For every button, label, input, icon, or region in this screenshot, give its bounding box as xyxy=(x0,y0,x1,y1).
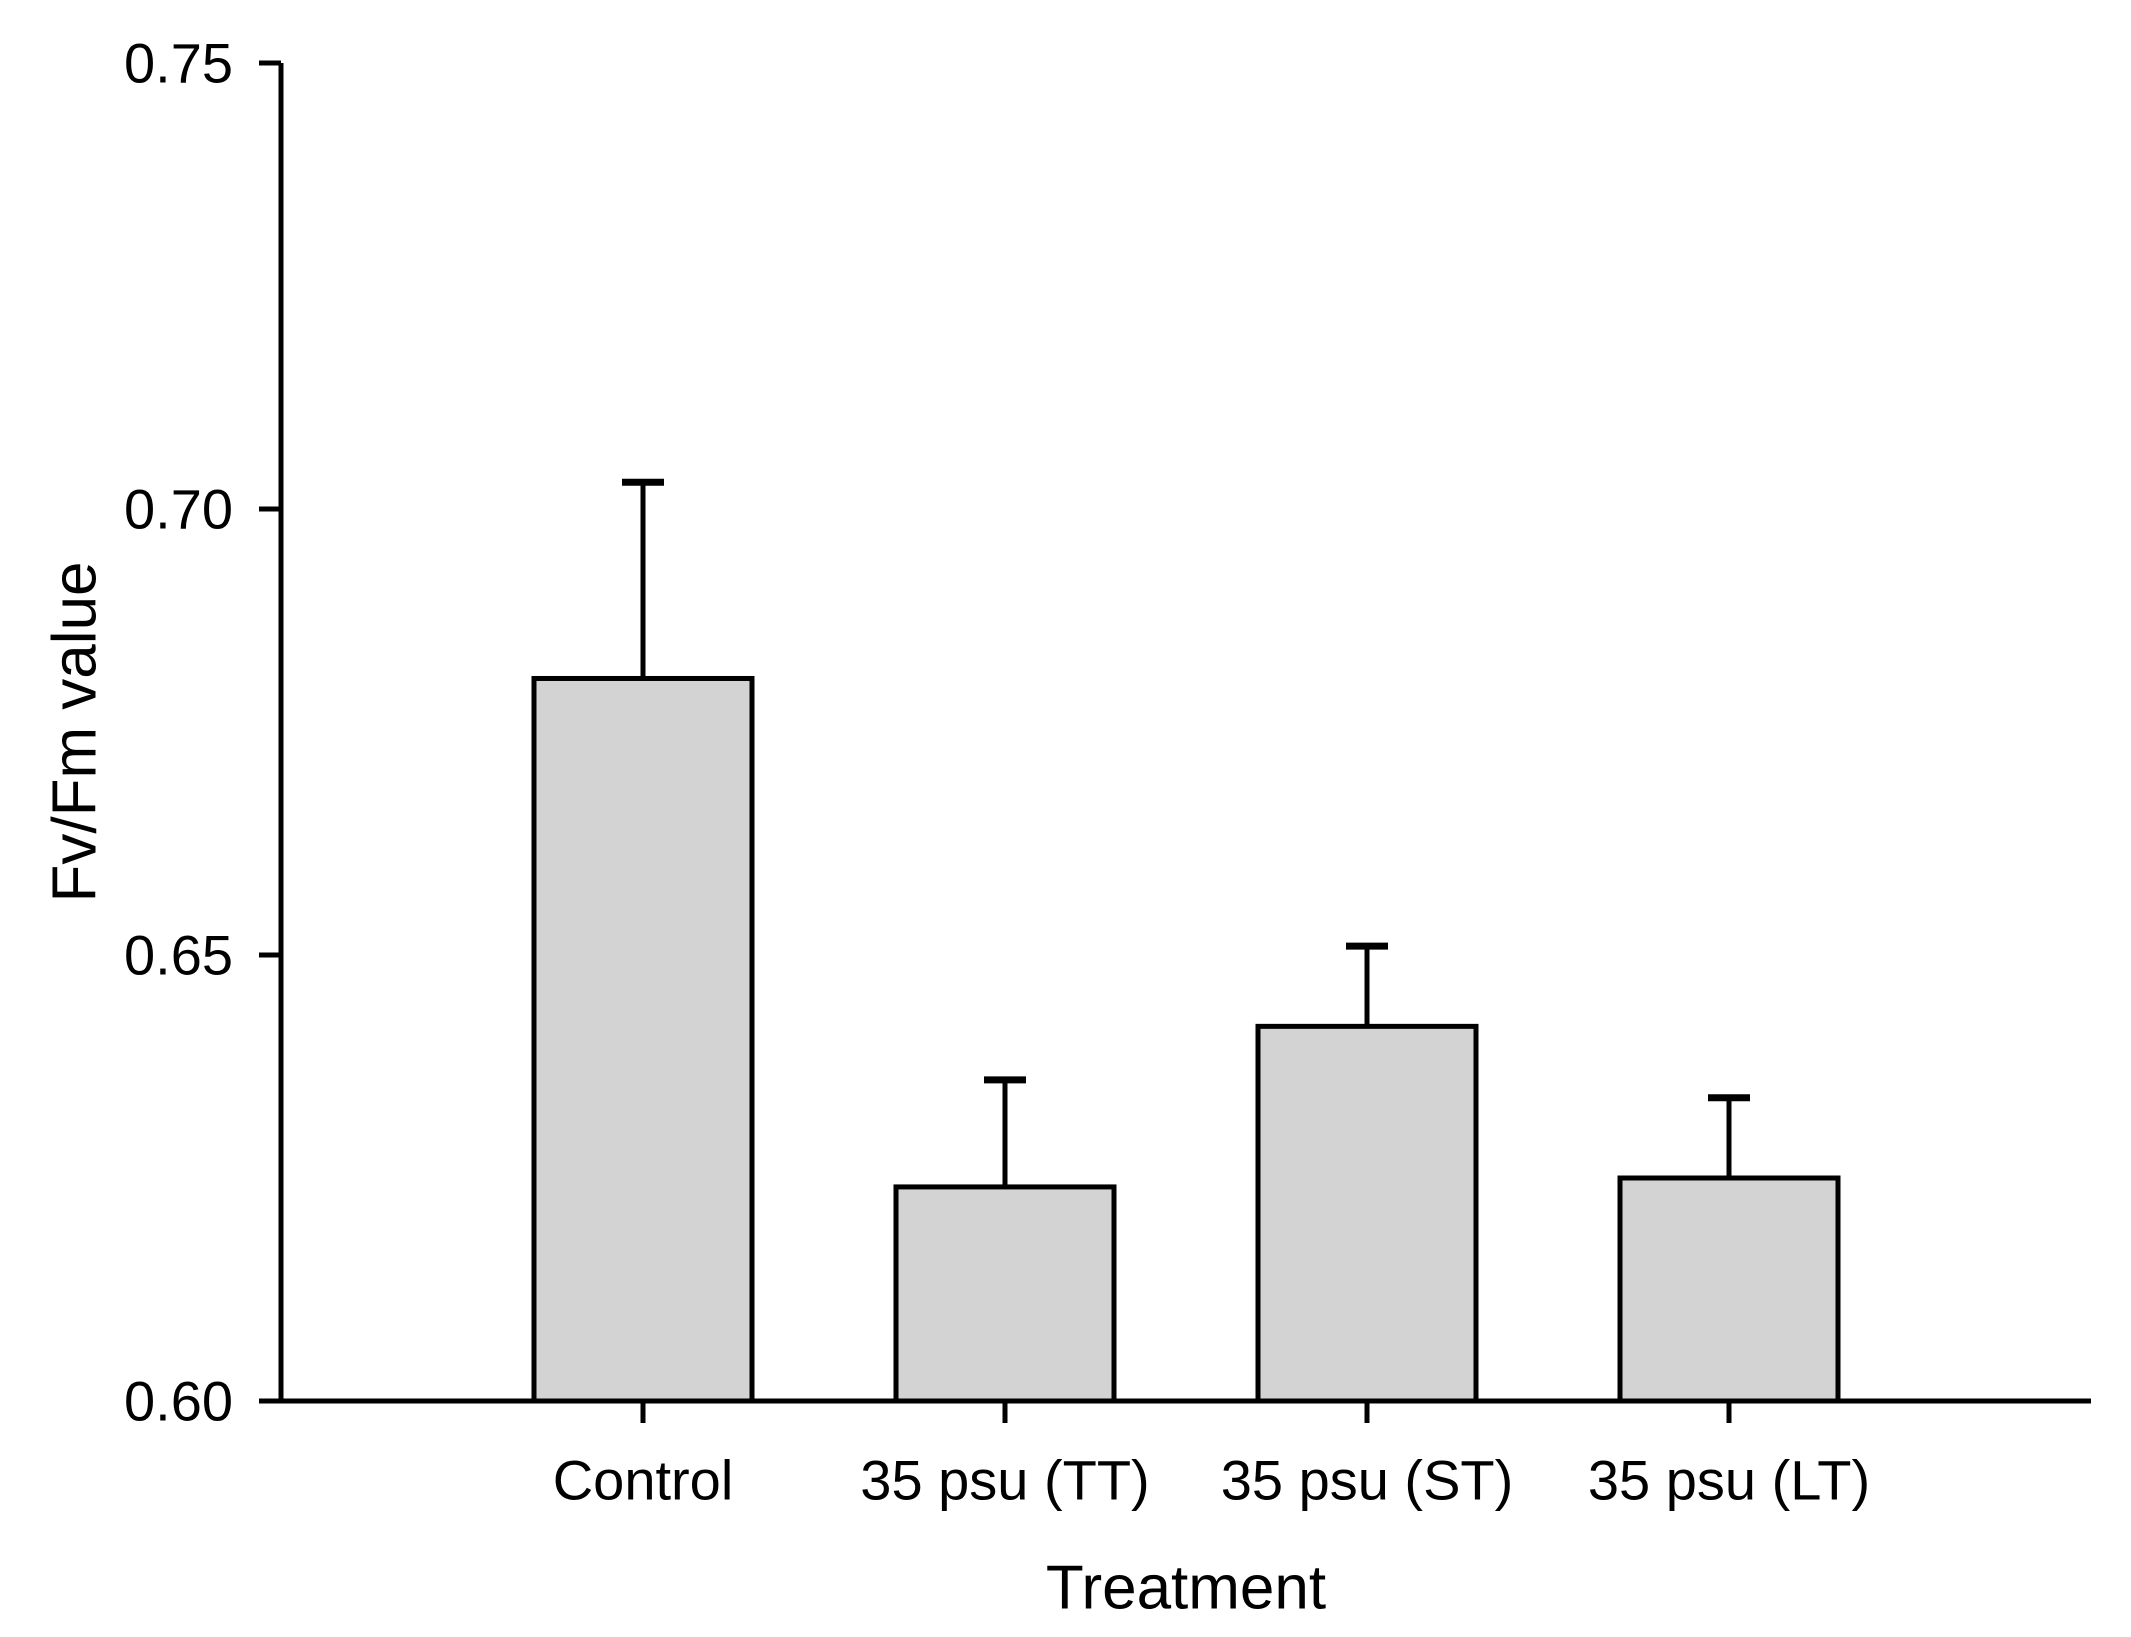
bar-control xyxy=(531,675,755,1404)
y-tick-label: 0.60 xyxy=(124,1370,233,1433)
y-axis-title: Fv/Fm value xyxy=(41,561,110,902)
x-tick-label: Control xyxy=(553,1449,734,1512)
x-tick-label: 35 psu (TT) xyxy=(860,1449,1149,1512)
bar-35-psu-tt xyxy=(893,1184,1117,1404)
x-tick-label: 35 psu (ST) xyxy=(1221,1449,1514,1512)
x-axis-title: Treatment xyxy=(1046,1554,1326,1623)
x-tick-label: 35 psu (LT) xyxy=(1588,1449,1870,1512)
y-tick-label: 0.75 xyxy=(124,32,233,95)
bar-35-psu-lt xyxy=(1617,1175,1841,1404)
y-tick-label: 0.65 xyxy=(124,924,233,987)
y-tick-label: 0.70 xyxy=(124,478,233,541)
bar-35-psu-st xyxy=(1255,1023,1479,1404)
